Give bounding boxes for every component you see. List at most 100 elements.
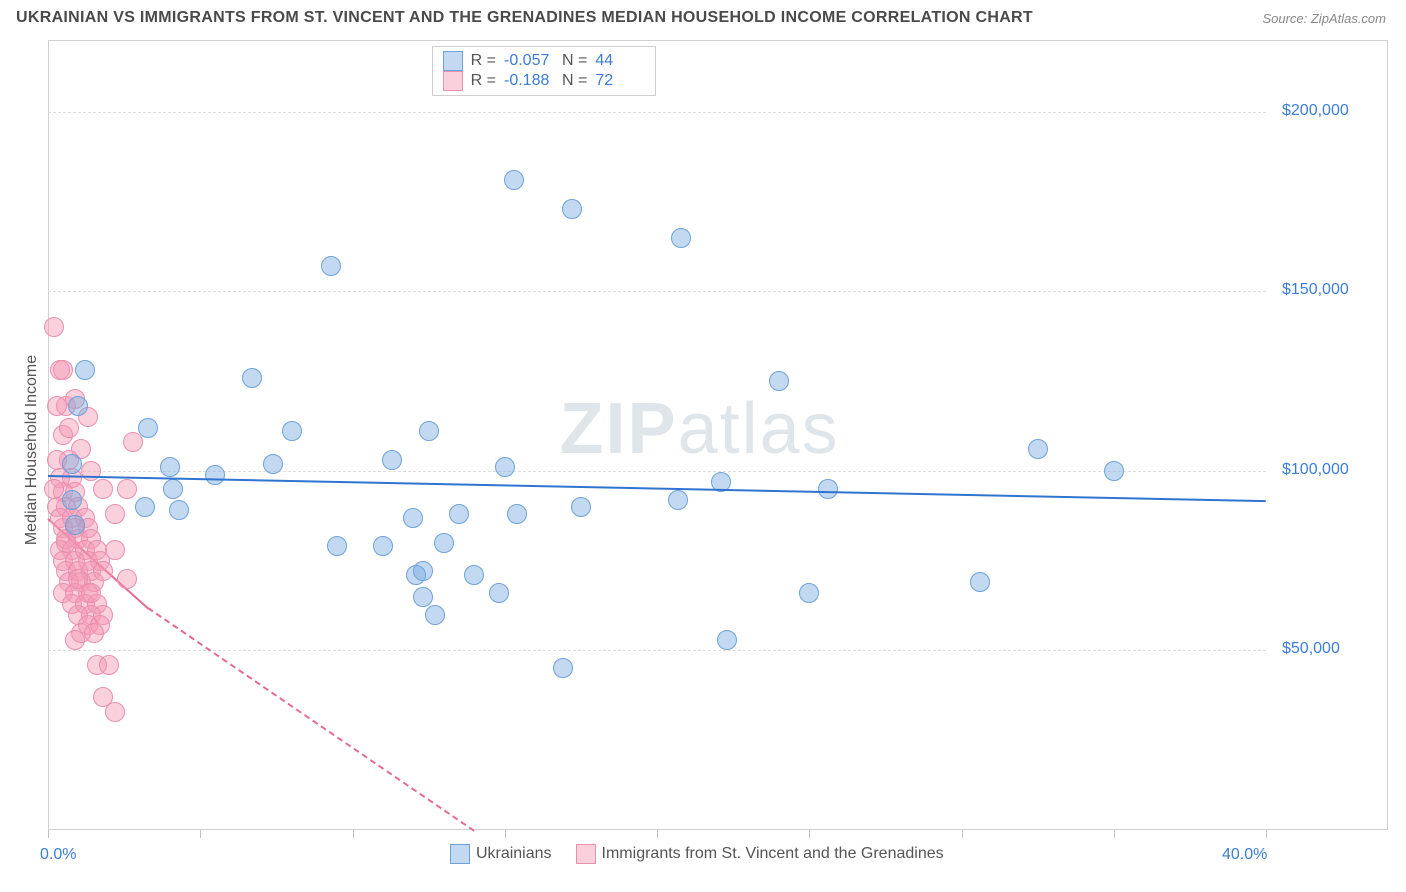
data-point-blue	[373, 536, 393, 556]
data-point-blue	[970, 572, 990, 592]
data-point-pink	[93, 561, 113, 581]
data-point-pink	[56, 533, 76, 553]
gridline	[48, 471, 1266, 472]
data-point-blue	[242, 368, 262, 388]
source-name: ZipAtlas.com	[1311, 11, 1386, 26]
stat-r-label: R =	[471, 72, 496, 90]
data-point-blue	[671, 228, 691, 248]
data-point-blue	[413, 587, 433, 607]
data-point-blue	[449, 504, 469, 524]
x-tick	[962, 830, 963, 838]
data-point-blue	[62, 490, 82, 510]
stats-row: R =-0.188N =72	[443, 71, 646, 91]
legend-swatch	[576, 844, 596, 864]
x-tick	[657, 830, 658, 838]
data-point-pink	[47, 396, 67, 416]
data-point-blue	[75, 360, 95, 380]
data-point-blue	[135, 497, 155, 517]
data-point-blue	[464, 565, 484, 585]
data-point-blue	[138, 418, 158, 438]
legend-label: Immigrants from St. Vincent and the Gren…	[602, 845, 944, 863]
data-point-blue	[1028, 439, 1048, 459]
data-point-blue	[818, 479, 838, 499]
data-point-blue	[321, 256, 341, 276]
data-point-blue	[413, 561, 433, 581]
data-point-blue	[507, 504, 527, 524]
data-point-blue	[327, 536, 347, 556]
x-tick	[1266, 830, 1267, 838]
data-point-pink	[44, 479, 64, 499]
data-point-blue	[553, 658, 573, 678]
y-tick-label: $50,000	[1282, 640, 1340, 658]
source-attribution: Source: ZipAtlas.com	[1262, 11, 1386, 26]
data-point-blue	[434, 533, 454, 553]
legend-item: Ukrainians	[450, 844, 552, 864]
data-point-blue	[68, 396, 88, 416]
stats-legend-box: R =-0.057N =44R =-0.188N =72	[432, 46, 657, 96]
data-point-blue	[65, 515, 85, 535]
stat-n-value: 44	[595, 52, 645, 70]
legend-swatch	[443, 71, 463, 91]
data-point-pink	[117, 569, 137, 589]
data-point-blue	[282, 421, 302, 441]
stat-n-label: N =	[562, 72, 587, 90]
x-tick	[1114, 830, 1115, 838]
x-tick	[505, 830, 506, 838]
data-point-blue	[419, 421, 439, 441]
data-point-pink	[59, 418, 79, 438]
y-tick-label: $100,000	[1282, 461, 1349, 479]
x-tick-label: 40.0%	[1222, 846, 1267, 864]
y-tick-label: $200,000	[1282, 102, 1349, 120]
data-point-blue	[489, 583, 509, 603]
data-point-blue	[62, 454, 82, 474]
gridline	[48, 291, 1266, 292]
legend-swatch	[443, 51, 463, 71]
trendline-pink-dashed	[148, 608, 475, 832]
data-point-pink	[99, 655, 119, 675]
data-point-pink	[84, 623, 104, 643]
x-tick-label: 0.0%	[40, 846, 76, 864]
plot-area	[48, 40, 1266, 830]
data-point-blue	[769, 371, 789, 391]
stat-n-value: 72	[595, 72, 645, 90]
data-point-pink	[53, 360, 73, 380]
data-point-blue	[403, 508, 423, 528]
stats-row: R =-0.057N =44	[443, 51, 646, 71]
x-tick	[353, 830, 354, 838]
data-point-blue	[169, 500, 189, 520]
chart-title: UKRAINIAN VS IMMIGRANTS FROM ST. VINCENT…	[16, 9, 1033, 27]
data-point-blue	[668, 490, 688, 510]
data-point-blue	[382, 450, 402, 470]
data-point-blue	[1104, 461, 1124, 481]
y-tick-label: $150,000	[1282, 281, 1349, 299]
data-point-blue	[425, 605, 445, 625]
data-point-blue	[163, 479, 183, 499]
data-point-pink	[123, 432, 143, 452]
stat-r-label: R =	[471, 52, 496, 70]
legend-item: Immigrants from St. Vincent and the Gren…	[576, 844, 944, 864]
trendline-blue	[48, 475, 1266, 502]
data-point-blue	[504, 170, 524, 190]
data-point-blue	[160, 457, 180, 477]
header: UKRAINIAN VS IMMIGRANTS FROM ST. VINCENT…	[0, 0, 1406, 36]
data-point-blue	[205, 465, 225, 485]
data-point-pink	[105, 540, 125, 560]
bottom-legend: Ukrainians Immigrants from St. Vincent an…	[450, 844, 944, 864]
x-tick	[48, 830, 49, 838]
data-point-pink	[105, 702, 125, 722]
data-point-pink	[117, 479, 137, 499]
data-point-pink	[105, 504, 125, 524]
data-point-blue	[263, 454, 283, 474]
data-point-blue	[562, 199, 582, 219]
data-point-pink	[65, 630, 85, 650]
x-tick	[809, 830, 810, 838]
y-axis-label: Median Household Income	[23, 340, 41, 560]
stat-r-value: -0.057	[504, 52, 554, 70]
data-point-pink	[81, 583, 101, 603]
data-point-pink	[44, 317, 64, 337]
gridline	[48, 650, 1266, 651]
legend-label: Ukrainians	[476, 845, 552, 863]
data-point-pink	[93, 479, 113, 499]
data-point-blue	[717, 630, 737, 650]
gridline	[48, 112, 1266, 113]
